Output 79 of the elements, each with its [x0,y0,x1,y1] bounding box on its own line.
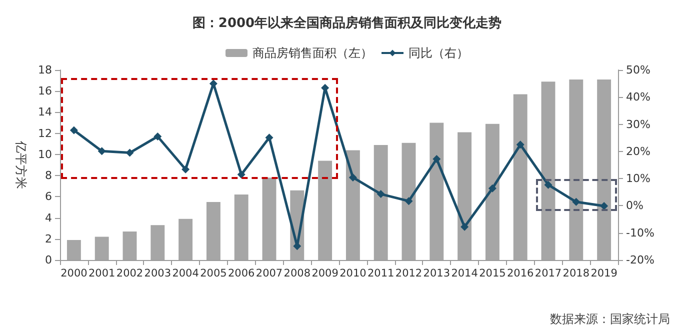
source-note: 数据来源：国家统计局 [550,311,670,328]
point [376,190,385,198]
y2-tick-label: 20% [626,144,650,158]
bar [178,218,193,260]
x-tick-label: 2000 [60,268,88,280]
x-tick-label: 2012 [395,268,422,280]
legend-label: 商品房销售面积（左） [252,46,372,60]
point [70,126,78,134]
y-tick-label: 10 [38,148,52,161]
y-tick-label: 18 [38,64,52,76]
x-tick-label: 2008 [284,268,311,280]
x-tick-label: 2011 [367,268,394,280]
bar [66,240,81,260]
x-tick-label: 2003 [144,268,172,280]
point [237,170,246,178]
bar [262,178,276,260]
y-tick-label: 8 [45,169,52,182]
y-tick-label: 4 [45,211,52,224]
y2-tick-label: 10% [626,172,650,186]
bar [94,236,109,260]
x-tick-label: 2017 [534,268,562,280]
x-tick-label: 2007 [256,268,283,280]
chart-title: 图：2000年以来全国商品房销售面积及同比变化走势 [192,15,502,31]
bar [318,160,332,260]
x-tick-label: 2014 [451,268,478,280]
bar [430,122,444,260]
x-tick-label: 2001 [88,268,116,280]
y2-tick-label: 30% [626,118,650,131]
y-tick-label: 14 [38,106,52,119]
bar [597,80,612,260]
bar [374,144,388,260]
bar [485,124,500,260]
x-tick-label: 2010 [340,268,366,280]
point [98,147,106,156]
point [600,202,608,210]
x-tick-label: 2004 [172,268,200,280]
point [182,165,190,174]
y-tick-label: 12 [38,126,52,140]
bar [346,150,360,260]
y-tick-label: 6 [45,190,52,204]
y-tick-label: 0 [45,254,52,266]
point [348,173,357,182]
bar [122,232,137,260]
y2-tick-label: -20% [626,254,654,266]
y-tick-label: 16 [38,84,52,98]
y2-tick-label: -10% [626,226,654,240]
x-tick-label: 2006 [228,268,256,280]
x-tick-label: 2009 [312,268,338,280]
bar [569,80,584,260]
bar [541,82,556,260]
point [265,134,274,142]
y-tick-label: 2 [45,232,52,246]
point [404,197,413,206]
point [544,180,552,189]
x-tick-label: 2015 [479,268,506,280]
legend-label: 同比（右） [408,46,468,60]
bar [206,202,220,260]
x-tick-label: 2013 [423,268,450,280]
y2-tick-label: 0% [626,199,644,212]
bar [234,194,248,260]
point [432,155,441,164]
point [126,148,134,157]
x-tick-label: 2005 [200,268,227,280]
x-tick-label: 2018 [562,268,590,280]
x-tick-label: 2019 [590,268,618,280]
point [488,184,496,192]
y-axis-title: 亿平方米 [14,140,28,189]
y2-tick-label: 40% [626,90,650,104]
bar [402,142,416,260]
y2-tick-label: 50% [626,64,650,76]
bar [513,94,528,260]
point [572,198,580,206]
bar [458,132,472,260]
bar [150,225,165,260]
point [460,222,469,231]
point [516,140,524,149]
x-tick-label: 2002 [116,268,144,280]
point [154,132,162,140]
x-tick-label: 2016 [506,268,534,280]
